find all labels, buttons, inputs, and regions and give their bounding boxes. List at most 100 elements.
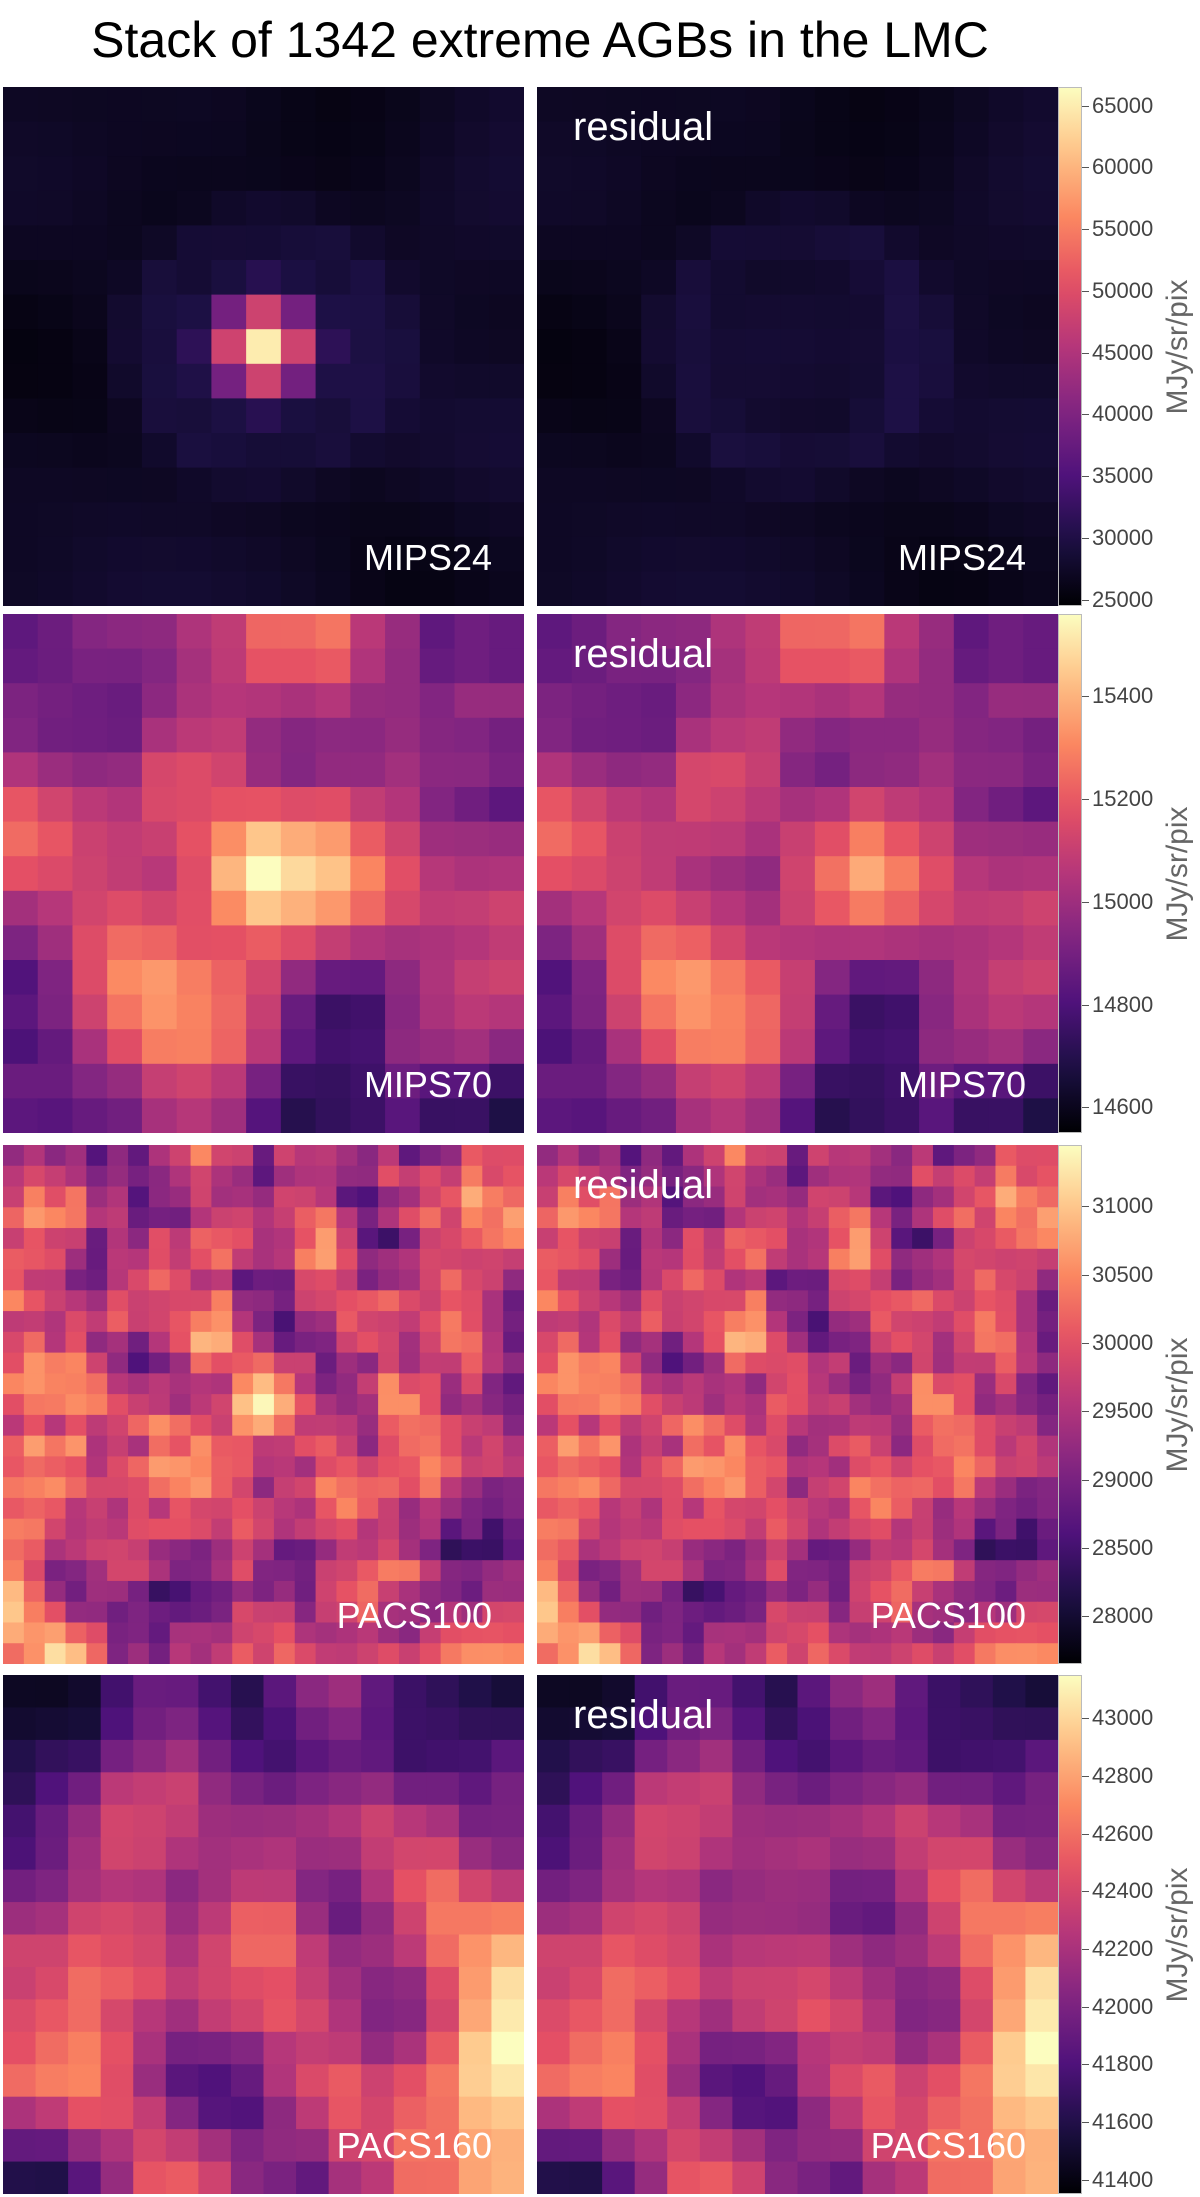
heatmap-cell: [745, 121, 781, 157]
colorbar-tick: [1082, 167, 1089, 169]
heatmap-cell: [710, 614, 746, 650]
heatmap-cell: [176, 260, 212, 296]
heatmap-cell: [3, 1145, 25, 1167]
heatmap-cell: [537, 1560, 559, 1582]
heatmap-cell: [569, 1966, 603, 2000]
heatmap-cell: [190, 1394, 212, 1416]
heatmap-cell: [849, 1145, 872, 1167]
heatmap-cell: [246, 787, 282, 823]
heatmap-cell: [606, 1029, 642, 1065]
heatmap-cell: [787, 1145, 809, 1167]
heatmap-cell: [385, 467, 421, 503]
heatmap-cell: [398, 1373, 421, 1395]
heatmap-cell: [814, 121, 851, 157]
heatmap-cell: [884, 890, 920, 926]
heatmap-cell: [620, 1643, 642, 1664]
heatmap-cell: [315, 1580, 338, 1603]
heatmap-cell: [458, 1675, 493, 1709]
colorbar-tick-label: 40000: [1092, 401, 1154, 427]
heatmap-cell: [454, 614, 490, 650]
heatmap-cell: [458, 2129, 493, 2163]
heatmap-cell: [315, 329, 351, 365]
heatmap-cell: [667, 1772, 701, 1806]
heatmap-cell: [211, 1560, 233, 1582]
heatmap-cell: [724, 1352, 746, 1374]
heatmap-cell: [891, 1269, 913, 1291]
heatmap-cell: [745, 683, 781, 719]
heatmap-cell: [1025, 1675, 1058, 1709]
heatmap-cell: [336, 1414, 358, 1437]
heatmap-cell: [176, 752, 212, 788]
heatmap-cell: [336, 1518, 358, 1541]
heatmap-cell: [682, 1207, 705, 1229]
heatmap-cell: [176, 960, 212, 996]
heatmap-cell: [65, 1331, 87, 1354]
heatmap-cell: [571, 856, 608, 892]
heatmap-cell: [37, 260, 74, 296]
heatmap-cell: [682, 1643, 705, 1664]
heatmap-cell: [797, 1675, 831, 1709]
heatmap-cell: [766, 1145, 788, 1167]
heatmap-cell: [294, 1539, 317, 1561]
heatmap-cell: [974, 1414, 997, 1437]
heatmap-cell: [398, 1228, 421, 1250]
heatmap-cell: [458, 1934, 493, 1968]
heatmap-cell: [461, 1477, 483, 1499]
heatmap-cell: [141, 648, 178, 684]
heatmap-cell: [537, 1456, 559, 1478]
heatmap-cell: [482, 1311, 504, 1333]
heatmap-cell: [953, 1373, 976, 1395]
heatmap-cell: [557, 1394, 580, 1416]
heatmap-cell: [315, 398, 351, 434]
heatmap-cell: [814, 821, 851, 857]
heatmap-cell: [960, 1902, 994, 1936]
heatmap-cell: [828, 1643, 851, 1664]
heatmap-cell: [148, 1456, 171, 1478]
heatmap-cell: [1016, 1331, 1038, 1354]
heatmap-cell: [849, 156, 885, 192]
heatmap-cell: [932, 1228, 955, 1250]
heatmap-cell: [807, 1373, 830, 1395]
heatmap-cell: [953, 787, 990, 823]
heatmap-cell: [641, 1601, 663, 1624]
heatmap-cell: [884, 87, 920, 123]
heatmap-cell: [828, 1207, 851, 1229]
heatmap-cell: [932, 1539, 955, 1561]
heatmap-cell: [503, 1435, 524, 1457]
heatmap-cell: [699, 1999, 733, 2033]
heatmap-cell: [1016, 1228, 1038, 1250]
heatmap-cell: [198, 2064, 232, 2098]
heatmap-cell: [602, 1999, 636, 2033]
heatmap-cell: [797, 2031, 831, 2065]
heatmap-cell: [378, 1601, 400, 1624]
band-label: PACS160: [336, 2125, 492, 2166]
heatmap-cell: [620, 1165, 642, 1188]
heatmap-cell: [662, 1497, 684, 1520]
heatmap-cell: [557, 1290, 580, 1312]
heatmap-cell: [703, 1394, 726, 1416]
heatmap-cell: [569, 2096, 603, 2130]
heatmap-cell: [148, 1435, 171, 1457]
heatmap-cell: [599, 1518, 621, 1541]
heatmap-cell: [884, 648, 920, 684]
heatmap-cell: [336, 1601, 358, 1624]
heatmap-cell: [361, 2129, 395, 2163]
colorbar-gradient: [1058, 1145, 1082, 1664]
heatmap-cell: [814, 648, 851, 684]
heatmap-cell: [454, 648, 490, 684]
heatmap-cell: [253, 1518, 275, 1541]
heatmap-cell: [294, 1269, 317, 1291]
heatmap-cell: [537, 1643, 559, 1664]
heatmap-cell: [336, 1497, 358, 1520]
heatmap-cell: [745, 1477, 767, 1499]
heatmap-cell: [176, 717, 212, 753]
heatmap-cell: [296, 1869, 330, 1903]
heatmap-cell: [703, 1435, 726, 1457]
heatmap-cell: [537, 1311, 559, 1333]
heatmap-cell: [745, 1228, 767, 1250]
heatmap-pacs160-residual: [537, 1675, 1058, 2194]
heatmap-cell: [1023, 156, 1058, 192]
colorbar-tick-label: 14800: [1092, 991, 1154, 1017]
heatmap-cell: [350, 648, 386, 684]
heatmap-cell: [503, 1394, 524, 1416]
